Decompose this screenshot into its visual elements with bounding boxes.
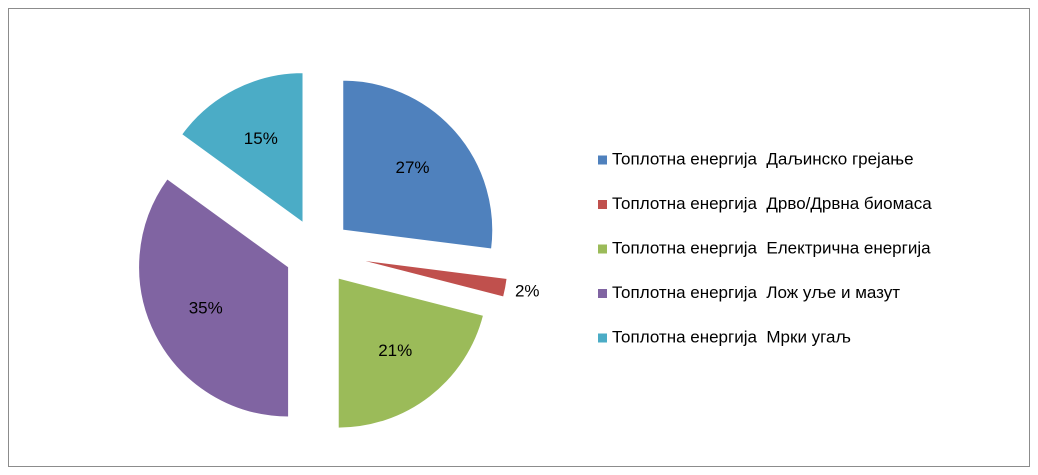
legend-swatch	[598, 289, 607, 298]
legend-label: Топлотна енергија Мрки угаљ	[612, 327, 851, 346]
pie-slice	[138, 178, 290, 418]
data-label: 21%	[378, 341, 412, 360]
legend-swatch	[598, 244, 607, 254]
legend-swatch	[598, 333, 607, 343]
legend-swatch	[598, 200, 607, 209]
legend-label: Топлотна енергија Лож уље и мазут	[612, 283, 900, 302]
data-label: 15%	[244, 129, 278, 148]
pie-slice	[358, 259, 508, 298]
legend-label: Топлотна енергија Дрво/Дрвна биомаса	[612, 194, 932, 213]
data-label: 2%	[515, 281, 540, 300]
data-label: 27%	[395, 158, 429, 177]
legend-swatch	[598, 155, 607, 165]
legend-label: Топлотна енергија Даљинско грејање	[612, 149, 914, 168]
data-label: 35%	[189, 299, 223, 318]
pie-slice	[342, 79, 494, 250]
legend-label: Топлотна енергија Електрична енергија	[612, 238, 931, 257]
pie-slice	[337, 277, 485, 429]
pie-slice	[180, 72, 304, 224]
